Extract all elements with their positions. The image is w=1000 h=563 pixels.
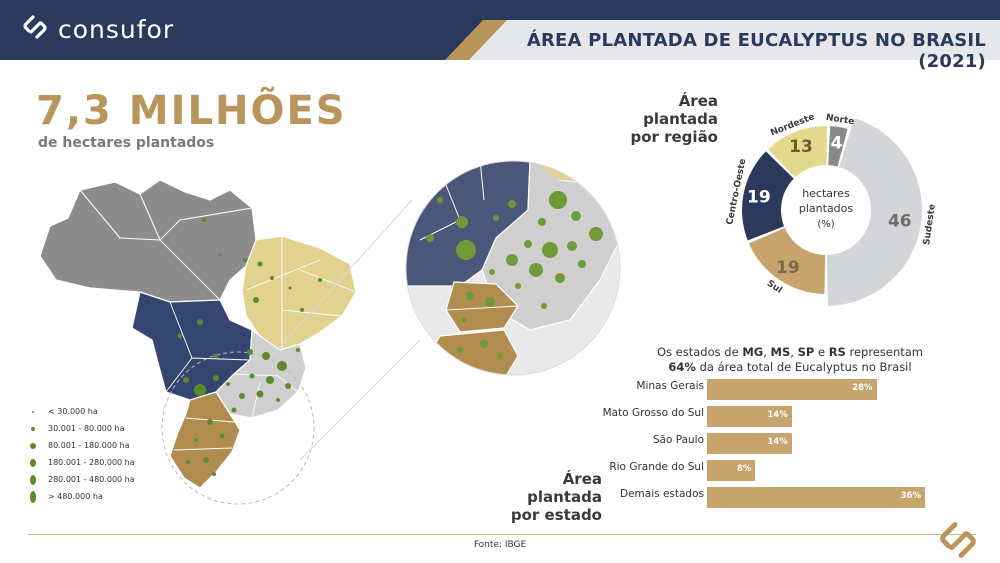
state-bar-chart: Minas Gerais 28% Mato Grosso do Sul 14% São …: [590, 376, 950, 511]
bar-row: Minas Gerais 28%: [590, 376, 950, 403]
state-chart-title: Área plantada por estado: [510, 470, 602, 524]
map-legend: < 30.000 ha 30.001 - 80.000 ha 80.001 - …: [30, 403, 135, 505]
bar-row: São Paulo 14%: [590, 430, 950, 457]
donut-region-label: Sudeste: [922, 203, 938, 245]
donut-value-label: 46: [888, 211, 912, 231]
legend-item: 180.001 - 280.000 ha: [30, 454, 135, 471]
donut-title: Área plantada por região: [630, 92, 718, 146]
donut-value-label: 19: [747, 187, 771, 207]
bar-são-paulo: 14%: [707, 433, 792, 454]
bar-mato-grosso-do-sul: 14%: [707, 406, 792, 427]
donut-slice-norte: [828, 126, 848, 167]
consufor-logo-icon: [22, 14, 48, 44]
donut-center: [783, 167, 869, 253]
zoom-map-inset: [400, 160, 630, 380]
bar-minas-gerais: 28%: [707, 379, 877, 400]
bar-value-label: 8%: [737, 464, 752, 474]
donut-value-label: 19: [776, 258, 800, 278]
donut-center-line1: hectares: [802, 187, 850, 200]
donut-region-label: Norte: [825, 113, 855, 127]
donut-slice-nordeste: [768, 126, 827, 178]
brand: consufor: [22, 14, 174, 44]
donut-slice-sudeste: [826, 118, 923, 306]
header-bar: consufor ÁREA PLANTADA DE EUCALYPTUS NO …: [0, 0, 1000, 72]
total-area-caption: de hectares plantados: [38, 135, 215, 151]
legend-item: 30.001 - 80.000 ha: [30, 420, 135, 437]
bar-category-label: São Paulo: [652, 434, 704, 446]
bar-category-label: Mato Grosso do Sul: [602, 407, 704, 419]
title-strip: ÁREA PLANTADA DE EUCALYPTUS NO BRASIL (2…: [445, 20, 1000, 72]
legend-dot-icon: [30, 442, 36, 449]
page-title: ÁREA PLANTADA DE EUCALYPTUS NO BRASIL (2…: [526, 30, 986, 72]
legend-dot-icon: [30, 458, 36, 467]
bar-track: 14%: [707, 433, 925, 454]
map-region-norte: [39, 179, 257, 303]
map-region-nordeste: [241, 235, 357, 351]
bar-track: 36%: [707, 487, 925, 508]
footer-divider: [28, 534, 976, 535]
bar-value-label: 28%: [852, 383, 873, 393]
consufor-corner-logo-icon: [937, 520, 979, 563]
bar-track: 14%: [707, 406, 925, 427]
donut-slice-sul: [748, 227, 826, 294]
bar-track: 8%: [707, 460, 925, 481]
bar-rio-grande-do-sul: 8%: [707, 460, 756, 481]
bar-value-label: 36%: [900, 491, 921, 501]
brand-name: consufor: [58, 14, 175, 44]
bar-value-label: 14%: [767, 437, 788, 447]
donut-value-label: 4: [831, 133, 843, 153]
bar-category-label: Demais estados: [620, 488, 704, 500]
total-area-number: 7,3 MILHÕES: [36, 88, 347, 134]
bar-category-label: Rio Grande do Sul: [609, 461, 704, 473]
donut-center-line2: plantados: [799, 202, 854, 215]
bar-caption: Os estados de MG, MS, SP e RS representa…: [656, 345, 923, 374]
donut-slice-centro-oeste: [742, 151, 794, 241]
donut-center-line3: (%): [817, 219, 834, 230]
bar-row: Mato Grosso do Sul 14%: [590, 403, 950, 430]
source-note: Fonte: IBGE: [473, 540, 527, 550]
legend-dot-icon: [30, 474, 36, 485]
bar-track: 28%: [707, 379, 925, 400]
legend-item: > 480.000 ha: [30, 488, 135, 505]
legend-item: 80.001 - 180.000 ha: [30, 437, 135, 454]
map-region-sul: [169, 391, 241, 489]
legend-dot-icon: [30, 490, 36, 503]
donut-region-label: Sul: [765, 279, 784, 296]
bar-row: Rio Grande do Sul 8%: [590, 457, 950, 484]
bar-value-label: 14%: [767, 410, 788, 420]
legend-item: 280.001 - 480.000 ha: [30, 471, 135, 488]
legend-dot-icon: [32, 410, 34, 413]
bar-demais-estados: 36%: [707, 487, 925, 508]
bar-row: Demais estados 36%: [590, 484, 950, 511]
donut-value-label: 13: [789, 137, 813, 157]
legend-item: < 30.000 ha: [30, 403, 135, 420]
legend-dot-icon: [31, 426, 35, 431]
brazil-map: [20, 160, 421, 530]
region-donut-chart: 46 Sudeste 19 Sul 19 Centro-Oeste 13 Nordeste 4 N…: [700, 92, 940, 322]
bar-category-label: Minas Gerais: [636, 380, 704, 392]
